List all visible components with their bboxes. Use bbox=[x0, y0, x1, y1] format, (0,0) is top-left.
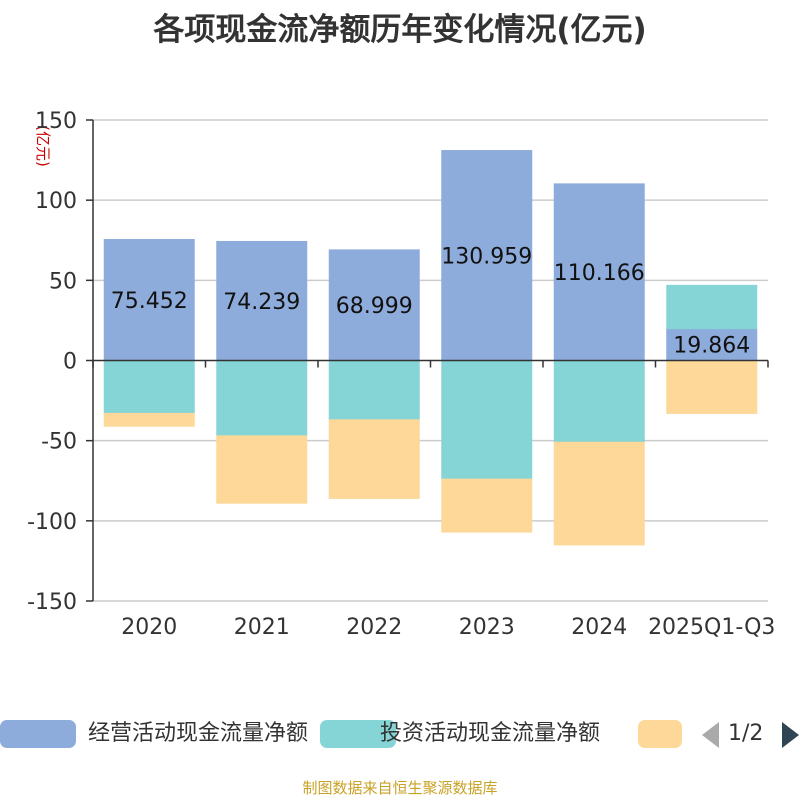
data-label: 110.166 bbox=[554, 261, 645, 286]
bar-2024-series-2[interactable] bbox=[553, 441, 645, 546]
x-tick-label: 2022 bbox=[346, 615, 402, 640]
x-tick-label: 2024 bbox=[571, 615, 627, 640]
bar-2021-series-0[interactable] bbox=[216, 240, 308, 361]
bar-2024-series-1[interactable] bbox=[553, 360, 645, 443]
bar-2021-series-1[interactable] bbox=[216, 360, 308, 437]
bar-2020-series-1[interactable] bbox=[103, 360, 195, 414]
x-tick-label: 2020 bbox=[121, 615, 177, 640]
legend-swatch-financing bbox=[638, 720, 682, 748]
bar-2023-series-2[interactable] bbox=[441, 478, 533, 533]
bar-2020-series-2[interactable] bbox=[103, 412, 195, 427]
bar-2025Q1-Q3-series-2[interactable] bbox=[666, 360, 758, 414]
data-label: 75.452 bbox=[111, 289, 188, 314]
x-tick-label: 2025Q1-Q3 bbox=[648, 615, 775, 640]
legend-next-page-icon[interactable] bbox=[782, 722, 799, 748]
y-axis-unit-label: (亿元) bbox=[34, 125, 52, 167]
bar-2022-series-2[interactable] bbox=[328, 419, 420, 499]
bar-2025Q1-Q3-series-1[interactable] bbox=[666, 284, 758, 330]
grid-lines bbox=[93, 119, 768, 602]
legend-label-investing: 投资活动现金流量净额 bbox=[380, 721, 601, 746]
chart-title: 各项现金流净额历年变化情况(亿元) bbox=[153, 12, 647, 48]
bar-2020-series-0[interactable] bbox=[103, 239, 195, 362]
legend-swatch-investing bbox=[320, 720, 396, 748]
bar-2023-series-0[interactable] bbox=[441, 150, 533, 361]
bar-2022-series-1[interactable] bbox=[328, 360, 420, 421]
data-label: 130.959 bbox=[441, 245, 532, 270]
y-tick-label: 150 bbox=[35, 109, 77, 134]
y-tick-label: -150 bbox=[27, 590, 77, 615]
x-tick-label: 2023 bbox=[459, 615, 515, 640]
axes: 150 100 50 0 -50 -100 -150 2020 2021 2022 2023 2024… bbox=[27, 109, 775, 640]
y-tick-label: 100 bbox=[35, 189, 77, 214]
legend-page-indicator: 1/2 bbox=[728, 721, 764, 746]
y-tick-label: -50 bbox=[41, 430, 77, 455]
y-tick-label: 0 bbox=[63, 350, 77, 375]
bars bbox=[103, 150, 758, 546]
legend: 经营活动现金流量净额 投资活动现金流量净额 1/2 bbox=[0, 716, 800, 756]
x-tick-label: 2021 bbox=[234, 615, 290, 640]
data-label: 74.239 bbox=[223, 290, 300, 315]
source-note: 制图数据来自恒生聚源数据库 bbox=[302, 779, 498, 797]
bar-2023-series-1[interactable] bbox=[441, 360, 533, 480]
legend-prev-page-icon[interactable] bbox=[702, 722, 719, 748]
legend-label-operating: 经营活动现金流量净额 bbox=[88, 721, 309, 746]
bar-2021-series-2[interactable] bbox=[216, 435, 308, 504]
data-labels: 75.452 74.239 68.999 130.959 110.166 19.864 bbox=[111, 245, 750, 359]
data-label: 68.999 bbox=[336, 294, 413, 319]
bar-2022-series-0[interactable] bbox=[328, 249, 420, 361]
y-tick-label: 50 bbox=[49, 269, 77, 294]
data-label: 19.864 bbox=[673, 334, 750, 359]
y-tick-label: -100 bbox=[27, 510, 77, 535]
legend-swatch-operating bbox=[0, 720, 76, 748]
bar-2024-series-0[interactable] bbox=[553, 183, 645, 361]
